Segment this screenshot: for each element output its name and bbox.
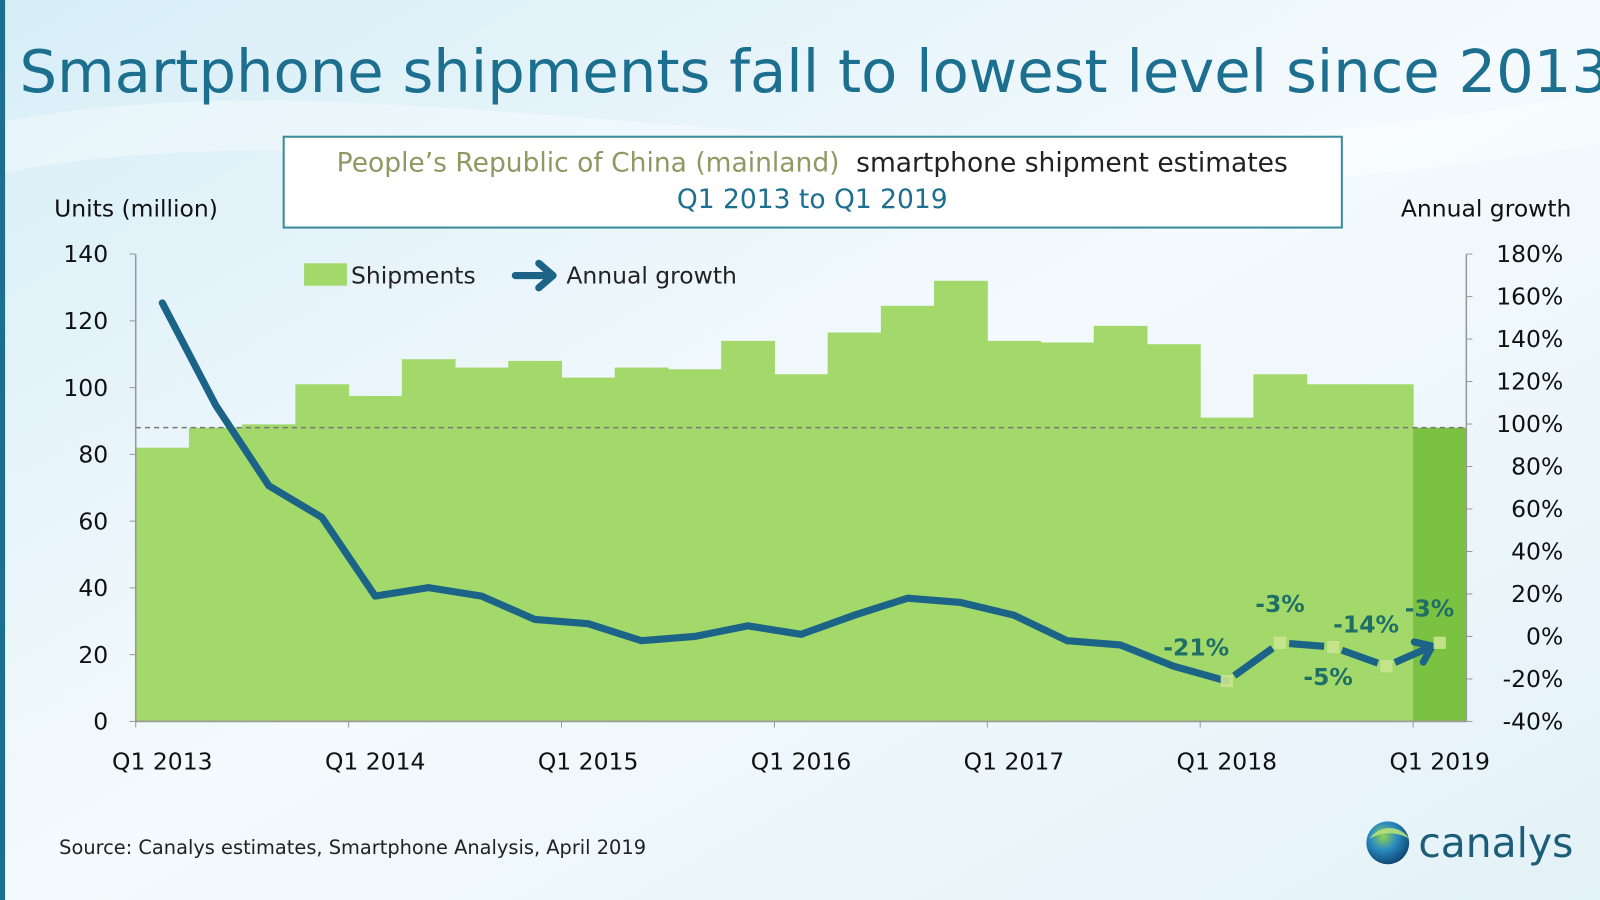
bar-q2-2014 [401, 359, 456, 722]
y-right-tick-label: -40% [1503, 708, 1564, 736]
x-tick-label: Q1 2015 [538, 747, 639, 775]
logo-text: canalys [1418, 819, 1573, 867]
source-note: Source: Canalys estimates, Smartphone An… [59, 836, 646, 859]
y-right-tick-label: 80% [1511, 453, 1563, 481]
x-tick-label: Q1 2016 [751, 747, 852, 775]
x-tick-label: Q1 2019 [1389, 747, 1490, 775]
y-right-tick-label: 140% [1496, 325, 1563, 353]
x-tick-label: Q1 2013 [112, 747, 213, 775]
y-left-tick-label: 80 [78, 441, 108, 469]
bar-q1-2017 [987, 340, 1042, 722]
legend: Shipments Annual growth [304, 259, 737, 292]
bar-q3-2018 [1306, 384, 1361, 722]
bar-q3-2013 [242, 424, 296, 722]
legend-arrow-icon [511, 259, 557, 292]
x-tick-label: Q1 2017 [964, 747, 1065, 775]
y-right-tick-label: 40% [1511, 538, 1563, 566]
legend-label-shipments: Shipments [351, 262, 476, 290]
plot-area: 0 20 40 60 80 100 120 140 -40% -20% 0% 20% 40% 60% 80%… [63, 240, 1563, 775]
bar-q3-2017 [1093, 325, 1148, 722]
bar-q1-2015 [561, 377, 616, 722]
y-right-tick-label: 120% [1496, 368, 1563, 396]
y-axis-right-label: Annual growth [1401, 194, 1572, 222]
y-right-tick-label: 100% [1496, 410, 1563, 438]
subtitle-period: Q1 2013 to Q1 2019 [677, 184, 948, 215]
growth-data-label: -3% [1405, 594, 1455, 622]
bar-q2-2015 [614, 367, 669, 722]
growth-arrowhead-icon [1410, 638, 1436, 666]
y-right-tick-label: 60% [1511, 495, 1563, 523]
bar-q2-2018 [1253, 374, 1308, 722]
canalys-logo: canalys [1366, 819, 1573, 867]
y-left-tick-label: 140 [63, 240, 108, 268]
growth-line-segment [1340, 646, 1380, 667]
y-left-tick-label: 0 [93, 708, 108, 736]
bar-q1-2016 [774, 374, 829, 722]
growth-line-segment [1393, 643, 1433, 666]
growth-marker [1220, 674, 1233, 688]
growth-data-label: -21% [1163, 634, 1229, 662]
growth-marker [1380, 660, 1393, 673]
bar-q4-2014 [508, 360, 563, 722]
subtitle-rest: smartphone shipment estimates [856, 147, 1288, 178]
bar-q3-2014 [455, 367, 509, 722]
y-left-tick-label: 20 [78, 641, 108, 669]
bar-q4-2013 [295, 384, 350, 722]
bar-q1-2014 [348, 395, 403, 722]
bar-q2-2013 [188, 427, 243, 722]
y-left-tick-label: 40 [78, 574, 108, 602]
bar-q2-2017 [1040, 342, 1095, 722]
growth-line-segment [1288, 639, 1325, 650]
globe-icon [1366, 821, 1410, 865]
growth-marker [1273, 636, 1287, 649]
bar-q4-2016 [934, 280, 988, 722]
growth-line-segment [1232, 645, 1275, 679]
y-right-tick-label: -20% [1503, 665, 1564, 693]
chart-title: Smartphone shipments fall to lowest leve… [19, 37, 1600, 106]
y-left-tick-label: 120 [63, 307, 108, 335]
growth-data-label: -5% [1303, 663, 1353, 691]
y-right-tick-label: 0% [1526, 623, 1563, 651]
y-right-tick-label: 160% [1496, 283, 1563, 311]
legend-label-growth: Annual growth [566, 262, 737, 290]
bar-q4-2015 [721, 340, 775, 722]
y-right-tick-label: 180% [1496, 240, 1563, 268]
legend-swatch-shipments [304, 263, 347, 286]
y-right-tick-label: 20% [1511, 580, 1563, 608]
y-left-tick-label: 100 [63, 374, 108, 402]
bar-q1-2019 [1413, 427, 1467, 722]
subtitle-box: People’s Republic of China (mainland) sm… [282, 135, 1343, 229]
left-border [0, 0, 6, 900]
growth-data-label: -14% [1333, 611, 1399, 639]
bar-q2-2016 [827, 332, 882, 722]
growth-marker [1327, 640, 1340, 654]
y-left-tick-label: 60 [78, 507, 108, 535]
bar-q1-2013 [135, 447, 190, 722]
growth-data-label: -3% [1255, 590, 1305, 618]
y-axis-left-label: Units (million) [54, 194, 218, 222]
x-tick-label: Q1 2018 [1177, 747, 1278, 775]
bar-q3-2016 [880, 305, 935, 722]
growth-marker [1433, 636, 1446, 649]
x-tick-label: Q1 2014 [325, 747, 426, 775]
growth-line [158, 299, 1231, 685]
svg-text:People’s Republic of China (ma: People’s Republic of China (mainland) sm… [337, 147, 1288, 178]
bar-q3-2015 [667, 369, 722, 722]
subtitle-region: People’s Republic of China (mainland) [337, 147, 840, 178]
